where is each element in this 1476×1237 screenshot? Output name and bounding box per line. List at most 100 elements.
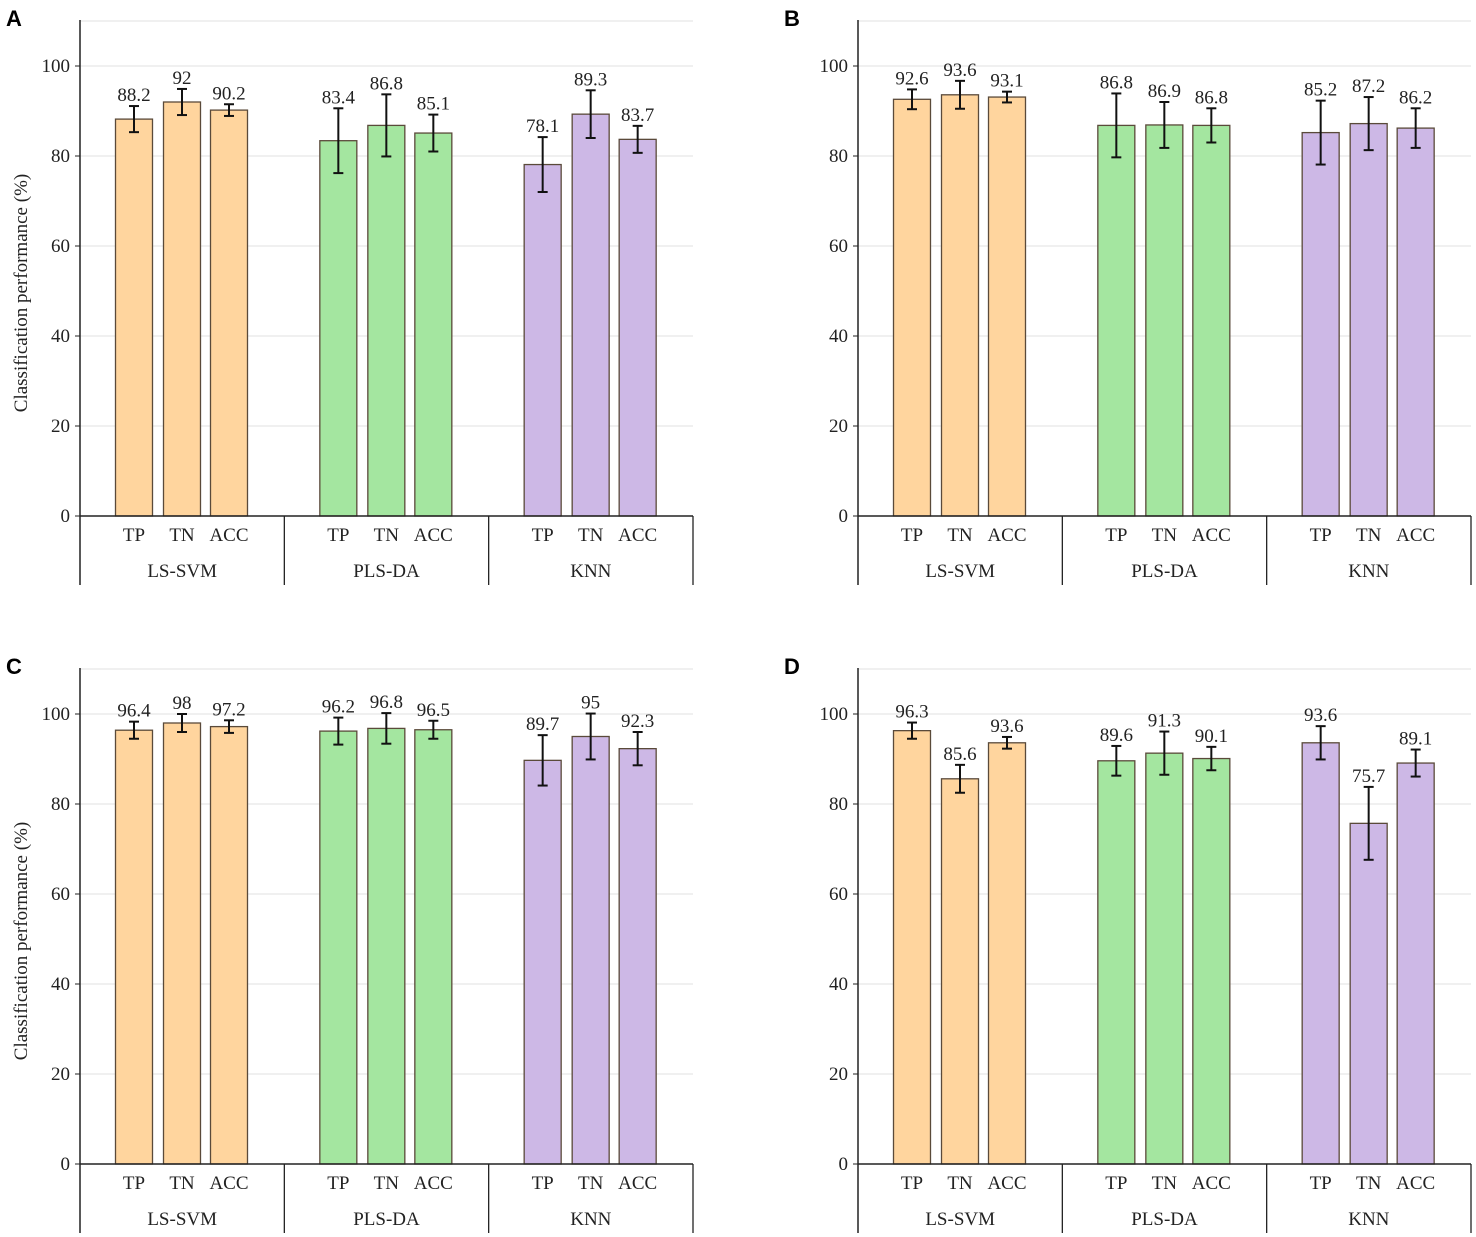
bar-ls-svm-tn (162, 722, 202, 1165)
y-tick-label: 0 (61, 1154, 71, 1175)
y-tick-label: 0 (839, 1154, 849, 1175)
chart-panel-a: A 0 20 40 60 80 100 Classification performance … (6, 6, 694, 585)
y-tick-label: 20 (51, 416, 70, 437)
data-label: 85.1 (417, 94, 450, 115)
x-tick-label: TP (1105, 525, 1127, 546)
data-label: 96.8 (370, 692, 403, 713)
bar-pls-da-tp (1097, 124, 1136, 517)
data-label: 86.2 (1399, 87, 1432, 108)
x-tick-label: TP (123, 1173, 145, 1194)
y-tick-label: 20 (829, 416, 848, 437)
data-label: 93.6 (943, 60, 976, 81)
x-tick-label: TP (327, 525, 349, 546)
data-label: 83.4 (322, 87, 356, 108)
chart-panel-b: B 0 20 40 60 80 100 92.6 TP 93.6 TN 93.1 ACC LS-SVM 86… (784, 6, 1472, 585)
data-label: 86.8 (1100, 72, 1133, 93)
x-tick-label: ACC (618, 525, 657, 546)
x-tick-label: TP (327, 1173, 349, 1194)
data-label: 96.3 (895, 702, 928, 723)
bar-ls-svm-acc (987, 96, 1027, 517)
group-label: PLS-DA (1131, 561, 1198, 582)
bar-knn-tn (1349, 122, 1388, 517)
group-label: KNN (570, 1209, 611, 1230)
data-label: 75.7 (1352, 766, 1385, 787)
data-label: 85.6 (943, 744, 976, 765)
data-label: 93.1 (990, 71, 1023, 92)
bar-knn-tn (571, 113, 610, 517)
x-tick-label: ACC (987, 1173, 1026, 1194)
bar-ls-svm-tp (114, 729, 154, 1165)
bar-knn-acc (1396, 762, 1435, 1165)
bar-pls-da-acc (414, 729, 453, 1165)
group-label: LS-SVM (925, 561, 995, 582)
bar-pls-da-acc (1192, 757, 1231, 1165)
data-label: 96.5 (417, 700, 450, 721)
bar-ls-svm-tn (162, 101, 202, 517)
y-tick-label: 80 (51, 146, 70, 167)
x-tick-label: TP (1105, 1173, 1127, 1194)
data-label: 91.3 (1148, 711, 1181, 732)
y-tick-label: 40 (51, 974, 70, 995)
y-tick-label: 80 (829, 794, 848, 815)
y-tick-label: 40 (829, 326, 848, 347)
y-tick-label: 0 (839, 506, 849, 527)
chart-panel-c: C 0 20 40 60 80 100 Classification performance … (6, 654, 694, 1233)
data-label: 90.2 (212, 83, 245, 104)
bar-knn-acc (618, 138, 657, 517)
bar-pls-da-tn (1145, 752, 1184, 1165)
x-tick-label: ACC (414, 525, 453, 546)
group-label: PLS-DA (353, 1209, 420, 1230)
y-tick-label: 100 (820, 704, 849, 725)
y-axis-label: Classification performance (%) (11, 174, 32, 412)
data-label: 97.2 (212, 699, 245, 720)
panel-letter: D (784, 654, 800, 679)
x-tick-label: TN (374, 525, 400, 546)
chart-panel-d: D 0 20 40 60 80 100 96.3 TP 85.6 TN 93.6 ACC LS-SVM 89… (784, 654, 1472, 1233)
y-tick-label: 20 (829, 1064, 848, 1085)
group-label: PLS-DA (353, 561, 420, 582)
x-tick-label: TN (1152, 525, 1178, 546)
y-tick-label: 40 (829, 974, 848, 995)
x-tick-label: TN (1152, 1173, 1178, 1194)
bar-knn-acc (1396, 127, 1435, 517)
data-label: 86.9 (1148, 81, 1181, 102)
data-label: 89.6 (1100, 725, 1133, 746)
bar-pls-da-tn (1145, 124, 1184, 517)
x-tick-label: ACC (1396, 1173, 1435, 1194)
group-label: KNN (570, 561, 611, 582)
data-label: 93.6 (990, 716, 1023, 737)
x-tick-label: TN (578, 525, 604, 546)
bar-ls-svm-tp (114, 118, 154, 517)
y-tick-label: 80 (51, 794, 70, 815)
data-label: 95 (581, 693, 600, 714)
data-label: 87.2 (1352, 76, 1385, 97)
bar-pls-da-tn (367, 124, 406, 517)
y-tick-label: 100 (42, 56, 71, 77)
y-tick-label: 0 (61, 506, 71, 527)
y-axis-label: Classification performance (%) (11, 822, 32, 1060)
bar-pls-da-tn (367, 727, 406, 1165)
data-label: 78.1 (526, 116, 559, 137)
x-tick-label: TN (169, 1173, 195, 1194)
group-label: LS-SVM (147, 561, 217, 582)
x-tick-label: TN (374, 1173, 400, 1194)
x-tick-label: ACC (414, 1173, 453, 1194)
bar-ls-svm-acc (987, 742, 1027, 1165)
data-label: 92.6 (895, 68, 928, 89)
bar-knn-acc (618, 748, 657, 1165)
data-label: 89.3 (574, 69, 607, 90)
y-tick-label: 60 (51, 236, 70, 257)
data-label: 93.6 (1304, 705, 1337, 726)
y-tick-label: 20 (51, 1064, 70, 1085)
x-tick-label: TP (1310, 525, 1332, 546)
group-label: LS-SVM (147, 1209, 217, 1230)
x-tick-label: ACC (618, 1173, 657, 1194)
x-tick-label: ACC (209, 525, 248, 546)
data-label: 98 (173, 693, 192, 714)
x-tick-label: TN (947, 525, 973, 546)
y-tick-label: 100 (820, 56, 849, 77)
group-label: KNN (1348, 561, 1389, 582)
bar-ls-svm-tp (892, 98, 932, 517)
bar-knn-tp (523, 163, 562, 517)
